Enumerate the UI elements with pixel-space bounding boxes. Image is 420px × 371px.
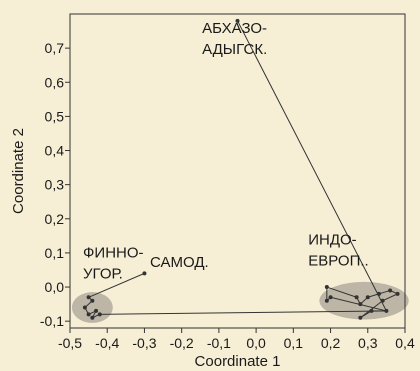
data-point bbox=[94, 308, 99, 313]
data-point bbox=[328, 295, 333, 300]
y-tick-label: 0,3 bbox=[45, 177, 65, 193]
annotations: АБХАЗО-АДЫГСК. ФИННО-УГОР. САМОД. ИНДО-ЕВРО… bbox=[83, 20, 369, 283]
x-tick-label: -0,4 bbox=[95, 335, 119, 351]
y-axis-title: Coordinate 2 bbox=[10, 128, 27, 214]
data-point bbox=[90, 315, 95, 320]
y-tick-label: 0,5 bbox=[45, 108, 65, 124]
connection-line bbox=[237, 20, 387, 312]
data-point bbox=[142, 271, 147, 276]
connection-line bbox=[326, 286, 357, 298]
y-tick-label: 0,7 bbox=[45, 40, 65, 56]
x-tick-label: 0,4 bbox=[395, 335, 415, 351]
connection-line bbox=[382, 293, 398, 302]
annotation-label: ФИННО-УГОР. bbox=[83, 244, 144, 282]
data-point bbox=[86, 312, 91, 317]
connection-line bbox=[99, 310, 387, 315]
plot-frame bbox=[69, 13, 406, 329]
annotation-label: ИНДО-ЕВРОП.. bbox=[308, 232, 368, 270]
connection-line bbox=[88, 272, 145, 298]
data-point bbox=[235, 18, 240, 23]
x-tick-label: -0,3 bbox=[132, 335, 156, 351]
data-point bbox=[388, 288, 393, 293]
x-axis-ticks: -0,5 -0,4 -0,3 -0,2 -0,1 0,0 0,1 0,2 0,3 0,4 bbox=[58, 328, 415, 351]
data-point bbox=[358, 302, 363, 307]
x-tick-label: 0,0 bbox=[246, 335, 266, 351]
x-tick-label: 0,1 bbox=[284, 335, 304, 351]
y-tick-label: 0,2 bbox=[45, 211, 65, 227]
data-point bbox=[369, 308, 374, 313]
y-tick-label: -0,1 bbox=[40, 313, 64, 329]
y-tick-label: 0,1 bbox=[45, 245, 65, 261]
connection-lines bbox=[84, 20, 398, 319]
data-point bbox=[395, 291, 400, 296]
x-tick-label: 0,3 bbox=[358, 335, 378, 351]
data-point bbox=[365, 295, 370, 300]
y-tick-label: 0,4 bbox=[45, 143, 65, 159]
data-point bbox=[384, 308, 389, 313]
cluster-ellipse-1 bbox=[71, 292, 113, 323]
data-point bbox=[97, 312, 102, 317]
y-tick-label: 0,6 bbox=[45, 74, 65, 90]
x-axis-title: Coordinate 1 bbox=[195, 353, 281, 370]
data-point bbox=[324, 298, 329, 303]
data-point bbox=[358, 315, 363, 320]
data-point bbox=[380, 298, 385, 303]
data-points bbox=[82, 18, 400, 320]
x-tick-label: -0,5 bbox=[58, 335, 82, 351]
y-axis-ticks: -0,1 0,0 0,1 0,2 0,3 0,4 0,5 0,6 0,7 bbox=[40, 40, 70, 329]
data-point bbox=[90, 298, 95, 303]
data-point bbox=[82, 305, 87, 310]
x-tick-label: -0,2 bbox=[170, 335, 194, 351]
cluster-highlights bbox=[71, 281, 409, 323]
data-point bbox=[354, 295, 359, 300]
data-point bbox=[86, 295, 91, 300]
annotation-label: САМОД. bbox=[150, 254, 209, 271]
data-point bbox=[376, 291, 381, 296]
connection-line bbox=[360, 310, 372, 319]
x-tick-label: 0,2 bbox=[321, 335, 341, 351]
annotation-label: АБХАЗО-АДЫГСК. bbox=[202, 20, 267, 58]
y-tick-label: 0,0 bbox=[45, 279, 65, 295]
data-point bbox=[324, 285, 329, 290]
x-tick-label: -0,1 bbox=[207, 335, 231, 351]
